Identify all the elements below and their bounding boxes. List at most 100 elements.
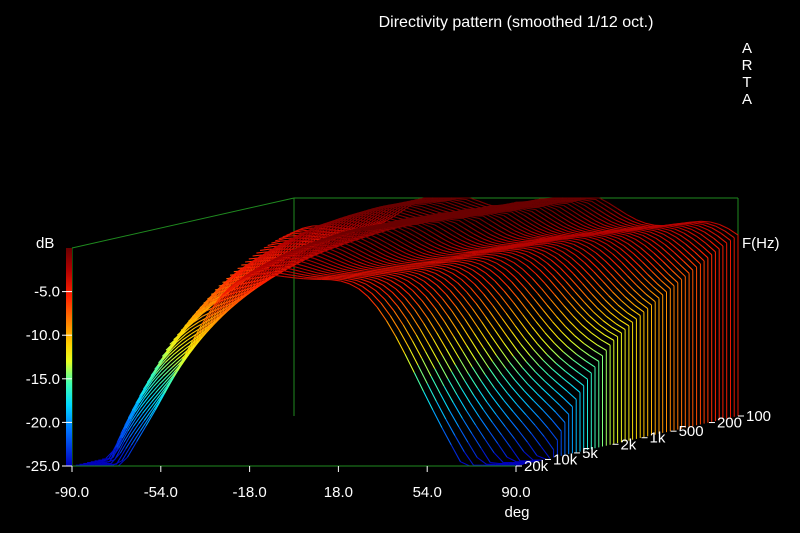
surface-segment [533, 258, 544, 267]
surface-segment [566, 224, 577, 230]
surface-segment [454, 204, 465, 210]
surface-segment [353, 263, 364, 268]
surface-segment [484, 374, 495, 389]
surface-segment [531, 231, 541, 236]
surface-segment [427, 317, 438, 334]
surface-segment [641, 297, 652, 306]
surface-segment [383, 263, 393, 267]
surface-segment [305, 243, 316, 246]
surface-segment [452, 252, 463, 255]
surface-segment [637, 230, 647, 235]
surface-segment [542, 359, 553, 370]
surface-segment [479, 353, 490, 369]
surface-segment [420, 205, 431, 211]
surface-segment [232, 273, 243, 279]
surface-segment [693, 222, 703, 226]
surface-segment [403, 282, 414, 292]
surface-segment [239, 265, 250, 271]
surface-segment [564, 370, 575, 379]
surface-segment [303, 225, 313, 229]
surface-segment [261, 265, 271, 276]
surface-segment [492, 361, 503, 375]
surface-segment [428, 344, 440, 363]
surface-segment [242, 273, 253, 284]
colorbar-tick-label: -20.0 [26, 414, 60, 431]
surface-segment [420, 283, 430, 294]
surface-segment [232, 283, 244, 296]
surface-segment [343, 236, 354, 244]
surface-segment [428, 239, 439, 246]
watermark-letter: A [742, 40, 752, 57]
surface-segment [617, 304, 628, 314]
surface-segment [644, 244, 655, 254]
surface-segment [273, 268, 284, 272]
surface-segment [123, 426, 134, 443]
surface-segment [383, 210, 394, 214]
surface-segment [336, 263, 347, 268]
surface-segment [527, 246, 537, 249]
surface-segment [378, 287, 389, 297]
surface-segment [292, 271, 302, 275]
surface-segment [518, 209, 529, 215]
surface-segment [331, 239, 342, 243]
surface-segment [634, 268, 645, 279]
surface-segment [689, 241, 699, 250]
surface-segment [436, 234, 446, 241]
surface-segment [470, 216, 480, 220]
surface-segment [447, 248, 457, 252]
surface-segment [408, 293, 419, 306]
surface-segment [346, 232, 357, 235]
surface-segment [606, 277, 617, 289]
surface-segment [330, 279, 341, 282]
surface-segment [268, 263, 279, 273]
surface-segment [428, 264, 438, 266]
surface-segment [446, 266, 457, 271]
surface-segment [339, 223, 350, 232]
surface-segment [581, 324, 592, 334]
surface-segment [407, 259, 418, 263]
surface-segment [391, 291, 402, 303]
surface-segment [378, 208, 388, 210]
surface-segment [541, 288, 552, 301]
surface-segment [112, 460, 123, 466]
surface-segment [356, 230, 367, 238]
surface-segment [455, 269, 466, 277]
surface-segment [283, 258, 294, 268]
surface-segment [210, 297, 221, 311]
surface-segment [449, 218, 459, 221]
surface-segment [266, 254, 276, 258]
surface-segment [389, 252, 399, 259]
x-axis: deg -90.0 -54.0 -18.0 18.0 54.0 90.0 [55, 465, 531, 521]
surface-segment [465, 238, 476, 244]
surface-segment [400, 208, 411, 213]
surface-segment [619, 319, 630, 327]
surface-segment [350, 222, 361, 230]
surface-segment [333, 246, 344, 252]
surface-segment [553, 220, 564, 227]
surface-segment [146, 373, 157, 388]
surface-segment [593, 271, 604, 283]
surface-segment [649, 290, 660, 299]
surface-segment [715, 225, 726, 232]
surface-segment [563, 305, 574, 317]
surface-segment [599, 197, 609, 204]
surface-segment [475, 220, 486, 228]
surface-segment [423, 323, 434, 340]
surface-segment [451, 224, 461, 232]
surface-segment [444, 278, 455, 288]
surface-segment [704, 231, 715, 239]
surface-segment [282, 270, 293, 274]
surface-segment [335, 237, 346, 241]
surface-segment [553, 389, 564, 399]
surface-segment [425, 296, 436, 309]
surface-segment [428, 202, 439, 207]
surface-segment [493, 387, 505, 401]
surface-segment [454, 364, 466, 381]
surface-segment [353, 243, 364, 249]
surface-segment [275, 238, 285, 242]
surface-segment [517, 430, 529, 443]
surface-segment [431, 275, 442, 283]
surface-segment [403, 268, 414, 271]
surface-segment [477, 387, 488, 403]
surface-segment [202, 311, 212, 317]
